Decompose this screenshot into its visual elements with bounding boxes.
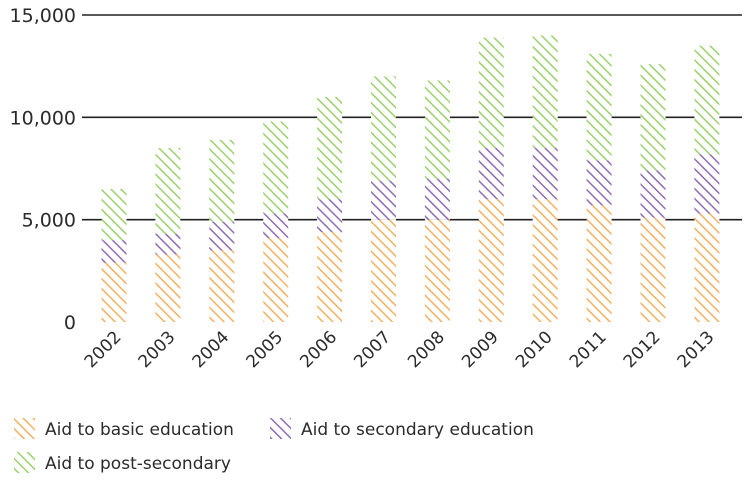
x-tick-label: 2011 <box>566 327 611 372</box>
bar-aid-to-basic-education-2004 <box>209 250 235 322</box>
bar-aid-to-post-secondary-2011 <box>586 53 612 161</box>
bar-aid-to-secondary-education-2007 <box>371 180 396 220</box>
x-tick-label: 2007 <box>350 327 395 372</box>
bar-aid-to-basic-education-2006 <box>317 231 343 322</box>
legend-swatch-aid-to-secondary-education <box>270 418 291 439</box>
bar-aid-to-basic-education-2009 <box>478 199 504 322</box>
x-tick-label: 2008 <box>404 327 449 372</box>
bar-aid-to-secondary-education-2012 <box>640 170 666 218</box>
bar-aid-to-post-secondary-2010 <box>532 35 558 149</box>
bars <box>101 35 720 322</box>
legend-label-aid-to-basic-education: Aid to basic education <box>45 420 234 440</box>
x-tick-label: 2005 <box>243 327 288 372</box>
grid-lines <box>82 14 742 221</box>
bar-aid-to-basic-education-2010 <box>532 199 558 322</box>
bar-aid-to-basic-education-2011 <box>586 205 612 322</box>
x-tick-label: 2012 <box>620 327 665 372</box>
x-tick-label: 2004 <box>189 327 234 372</box>
bar-aid-to-post-secondary-2008 <box>424 80 450 179</box>
x-axis-ticks: 2002 2003 2004 2005 2006 2007 2008 2009 2010 2011… <box>81 327 719 372</box>
bar-aid-to-post-secondary-2009 <box>478 37 504 149</box>
bar-aid-to-post-secondary-2006 <box>317 96 343 200</box>
bar-aid-to-basic-education-2007 <box>371 219 396 322</box>
legend-label-aid-to-post-secondary: Aid to post-secondary <box>45 454 231 474</box>
bar-aid-to-secondary-education-2009 <box>478 148 504 200</box>
y-tick-label: 15,000 <box>10 5 76 27</box>
bar-aid-to-secondary-education-2004 <box>209 221 235 251</box>
bar-aid-to-post-secondary-2005 <box>263 121 289 214</box>
x-tick-label: 2013 <box>674 327 719 372</box>
x-tick-label: 2006 <box>296 327 341 372</box>
bar-aid-to-secondary-education-2003 <box>155 233 181 255</box>
bar-aid-to-secondary-education-2002 <box>101 240 127 263</box>
bar-aid-to-secondary-education-2013 <box>694 154 720 214</box>
bar-aid-to-secondary-education-2006 <box>317 199 343 232</box>
legend-swatch-aid-to-basic-education <box>14 418 35 439</box>
bar-aid-to-basic-education-2012 <box>640 217 666 322</box>
bar-aid-to-post-secondary-2003 <box>155 148 181 234</box>
bar-aid-to-post-secondary-2002 <box>101 188 127 241</box>
bar-aid-to-secondary-education-2005 <box>263 213 289 239</box>
y-tick-label: 5,000 <box>22 210 76 232</box>
bar-aid-to-basic-education-2005 <box>263 238 289 322</box>
y-axis-ticks: 0 5,000 10,000 15,000 <box>10 5 76 334</box>
bar-aid-to-basic-education-2013 <box>694 213 720 322</box>
y-tick-label: 10,000 <box>10 107 76 129</box>
x-tick-label: 2009 <box>458 327 503 372</box>
x-tick-label: 2002 <box>81 327 126 372</box>
legend-swatch-aid-to-post-secondary <box>14 452 35 473</box>
legend-label-aid-to-secondary-education: Aid to secondary education <box>301 420 534 440</box>
x-tick-label: 2003 <box>135 327 180 372</box>
bar-aid-to-secondary-education-2008 <box>424 178 450 220</box>
bar-aid-to-basic-education-2002 <box>101 262 127 322</box>
bar-aid-to-post-secondary-2012 <box>640 64 666 171</box>
bar-aid-to-post-secondary-2013 <box>694 45 720 155</box>
bar-aid-to-post-secondary-2007 <box>371 76 396 181</box>
x-tick-label: 2010 <box>512 327 557 372</box>
bar-aid-to-basic-education-2008 <box>424 219 450 322</box>
bar-aid-to-post-secondary-2004 <box>209 139 235 222</box>
bar-aid-to-secondary-education-2010 <box>532 148 558 200</box>
y-tick-label: 0 <box>64 312 76 334</box>
bar-aid-to-basic-education-2003 <box>155 254 181 322</box>
legend: Aid to basic education Aid to secondary e… <box>14 418 534 474</box>
bar-aid-to-secondary-education-2011 <box>586 160 612 206</box>
